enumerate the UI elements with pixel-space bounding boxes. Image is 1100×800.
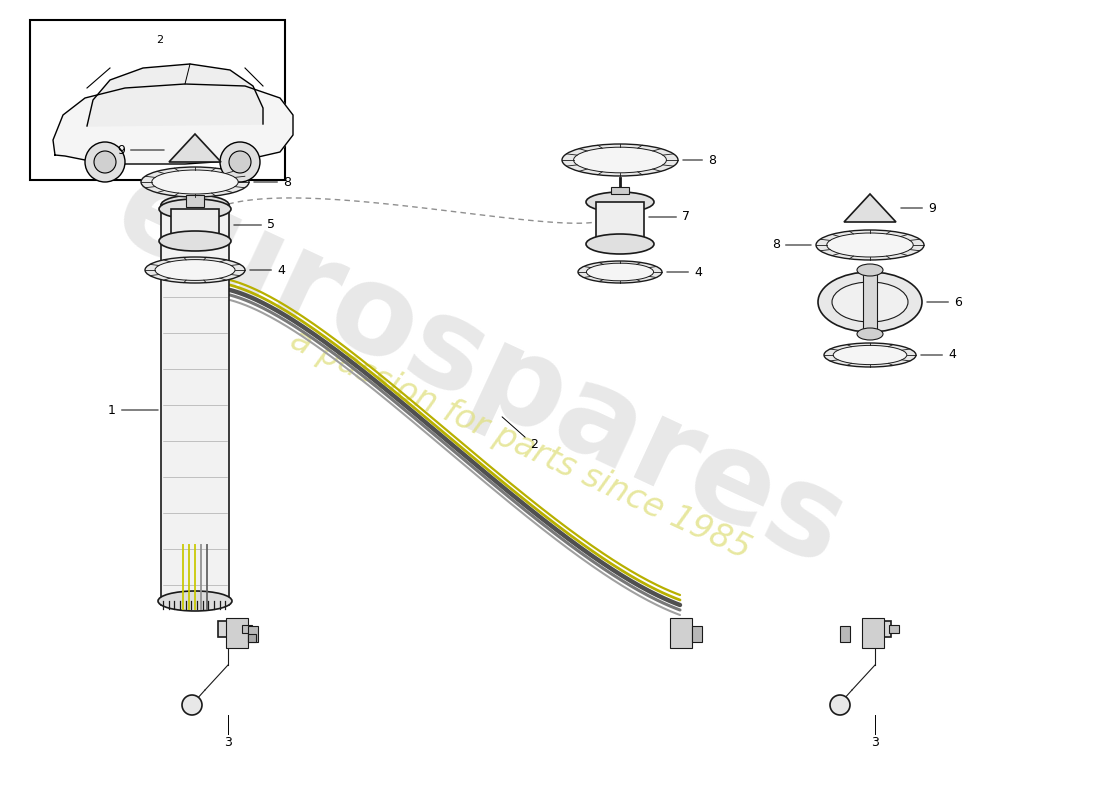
Bar — [186, 195, 204, 207]
Ellipse shape — [160, 199, 231, 219]
Bar — [670, 618, 692, 648]
Text: 8: 8 — [254, 175, 292, 189]
Bar — [610, 187, 629, 194]
Ellipse shape — [578, 261, 662, 283]
Text: 8: 8 — [683, 154, 716, 166]
Ellipse shape — [586, 192, 654, 212]
Text: 9: 9 — [117, 143, 164, 157]
Bar — [889, 625, 899, 633]
Text: 6: 6 — [927, 295, 961, 309]
Polygon shape — [844, 194, 896, 222]
Text: 3: 3 — [224, 735, 232, 749]
Text: 2: 2 — [502, 417, 538, 451]
Ellipse shape — [824, 343, 916, 367]
Ellipse shape — [816, 230, 924, 260]
Circle shape — [830, 695, 850, 715]
Text: eurospares: eurospares — [97, 148, 864, 592]
Ellipse shape — [152, 170, 239, 194]
Bar — [161, 205, 229, 605]
Text: a passion for parts since 1985: a passion for parts since 1985 — [285, 323, 756, 566]
Polygon shape — [53, 84, 293, 164]
Text: 4: 4 — [667, 266, 702, 278]
Bar — [248, 626, 258, 642]
Ellipse shape — [160, 231, 231, 251]
Bar — [865, 621, 891, 637]
Circle shape — [220, 142, 260, 182]
Bar — [242, 625, 252, 633]
Text: 2: 2 — [156, 35, 164, 45]
Ellipse shape — [833, 346, 906, 365]
Ellipse shape — [586, 263, 653, 281]
Bar — [864, 270, 877, 334]
Text: 1: 1 — [108, 403, 158, 417]
Text: 7: 7 — [649, 210, 690, 223]
Circle shape — [85, 142, 125, 182]
Text: 9: 9 — [901, 202, 936, 214]
Ellipse shape — [586, 234, 654, 254]
Ellipse shape — [141, 167, 249, 197]
Bar — [170, 209, 219, 241]
Bar — [30, 20, 285, 180]
Bar — [692, 626, 702, 642]
Polygon shape — [87, 64, 263, 126]
Text: 3: 3 — [871, 735, 879, 749]
Ellipse shape — [857, 328, 883, 340]
Ellipse shape — [145, 257, 245, 283]
Bar — [596, 202, 644, 244]
Ellipse shape — [161, 195, 229, 215]
Ellipse shape — [827, 233, 913, 257]
Text: 8: 8 — [772, 238, 811, 251]
Text: 5: 5 — [234, 218, 275, 231]
Ellipse shape — [857, 264, 883, 276]
Ellipse shape — [573, 147, 667, 173]
Ellipse shape — [562, 144, 678, 176]
Bar — [218, 621, 244, 637]
Circle shape — [94, 151, 115, 173]
Ellipse shape — [158, 591, 232, 611]
Bar — [840, 626, 850, 642]
Circle shape — [229, 151, 251, 173]
Polygon shape — [169, 134, 221, 162]
Ellipse shape — [832, 282, 908, 322]
Bar — [862, 618, 884, 648]
Text: 4: 4 — [250, 263, 285, 277]
Ellipse shape — [818, 272, 922, 332]
Bar — [248, 634, 256, 642]
Text: 4: 4 — [921, 349, 956, 362]
Ellipse shape — [155, 259, 235, 280]
Circle shape — [182, 695, 202, 715]
Bar — [226, 618, 248, 648]
